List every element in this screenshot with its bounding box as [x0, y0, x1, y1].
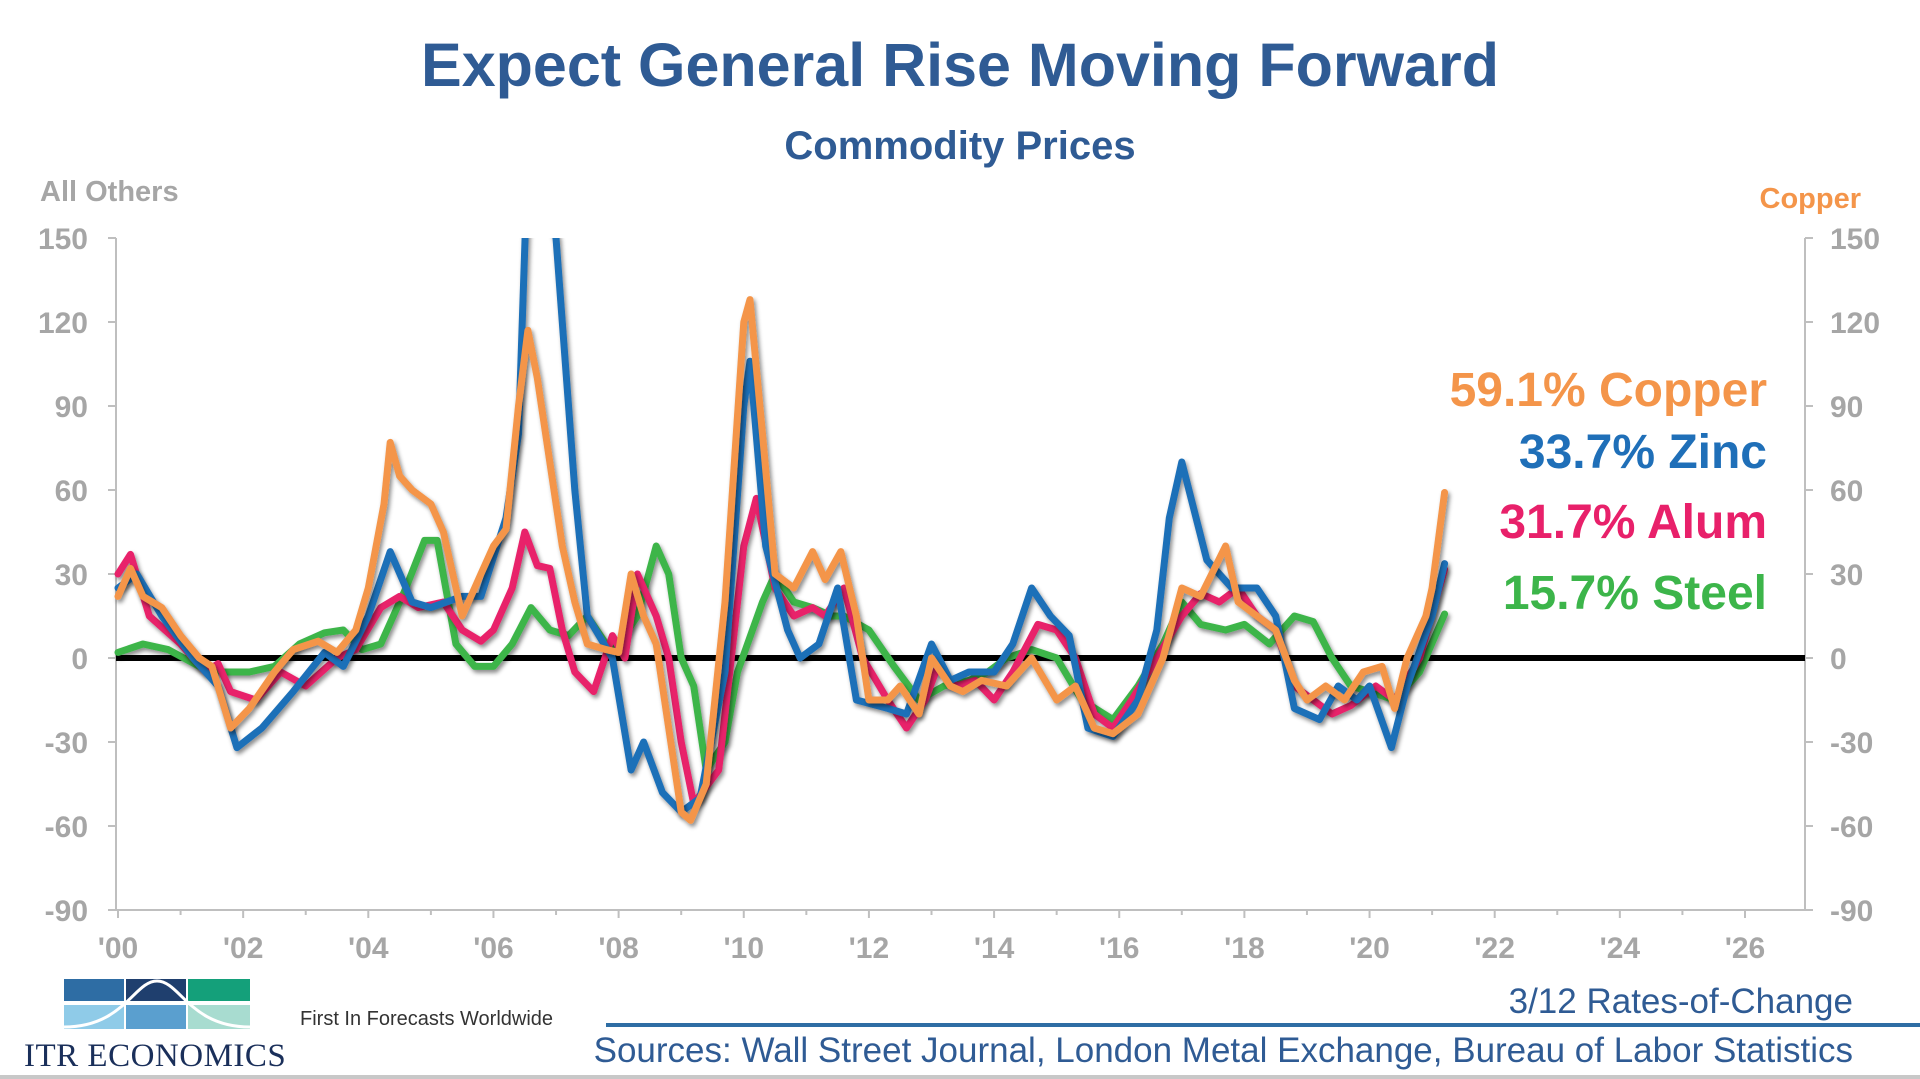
chart-subtitle: Commodity Prices — [784, 124, 1136, 168]
left-axis-title: All Others — [40, 176, 179, 208]
x-tick-label: '24 — [1600, 932, 1641, 965]
y-tick-label-left: 60 — [55, 475, 88, 508]
y-tick-label-left: 30 — [55, 559, 88, 592]
x-tick-label: '18 — [1224, 932, 1265, 965]
footer-divider — [606, 1023, 1920, 1027]
annotation-copper: 59.1% Copper — [1450, 364, 1767, 417]
series-line-zinc — [114, 238, 1449, 816]
y-tick-label-right: 60 — [1830, 475, 1863, 508]
y-tick-label-right: 120 — [1830, 307, 1880, 340]
x-tick-label: '14 — [974, 932, 1015, 965]
y-tick-label-right: 30 — [1830, 559, 1863, 592]
y-tick-label-right: 0 — [1830, 643, 1847, 676]
bottom-border — [0, 1075, 1920, 1079]
y-tick-label-right: -60 — [1830, 811, 1873, 844]
y-tick-label-left: -30 — [45, 727, 88, 760]
chart-title: Expect General Rise Moving Forward — [421, 31, 1499, 99]
y-tick-label-left: -90 — [45, 895, 88, 928]
y-tick-label-left: 0 — [71, 643, 88, 676]
annotation-steel: 15.7% Steel — [1503, 567, 1767, 620]
y-tick-label-left: -60 — [45, 811, 88, 844]
y-tick-label-left: 120 — [38, 307, 88, 340]
brand-name: ITR ECONOMICS — [24, 1038, 287, 1074]
y-tick-label-left: 90 — [55, 391, 88, 424]
y-tick-label-right: 150 — [1830, 223, 1880, 256]
x-tick-label: '12 — [849, 932, 890, 965]
x-tick-label: '08 — [598, 932, 639, 965]
series-line-steel — [114, 536, 1449, 774]
rates-of-change-label: 3/12 Rates-of-Change — [1508, 982, 1853, 1021]
right-axis-title: Copper — [1759, 183, 1862, 215]
x-tick-label: '10 — [724, 932, 765, 965]
annotation-zinc: 33.7% Zinc — [1519, 426, 1767, 479]
y-tick-label-right: -90 — [1830, 895, 1873, 928]
x-tick-label: '16 — [1099, 932, 1140, 965]
x-tick-label: '04 — [348, 932, 389, 965]
x-tick-label: '20 — [1349, 932, 1390, 965]
x-tick-label: '26 — [1725, 932, 1766, 965]
series-line-copper — [114, 296, 1449, 824]
y-tick-label-right: -30 — [1830, 727, 1873, 760]
x-tick-label: '02 — [223, 932, 264, 965]
x-tick-label: '06 — [473, 932, 514, 965]
annotation-alum: 31.7% Alum — [1499, 496, 1767, 549]
tagline: First In Forecasts Worldwide — [300, 1008, 554, 1030]
x-tick-label: '00 — [98, 932, 139, 965]
itr-logo — [64, 979, 250, 1029]
series-line-alum — [114, 494, 1449, 808]
y-tick-label-right: 90 — [1830, 391, 1863, 424]
y-tick-label-left: 150 — [38, 223, 88, 256]
sources-label: Sources: Wall Street Journal, London Met… — [593, 1031, 1853, 1070]
x-tick-label: '22 — [1474, 932, 1515, 965]
